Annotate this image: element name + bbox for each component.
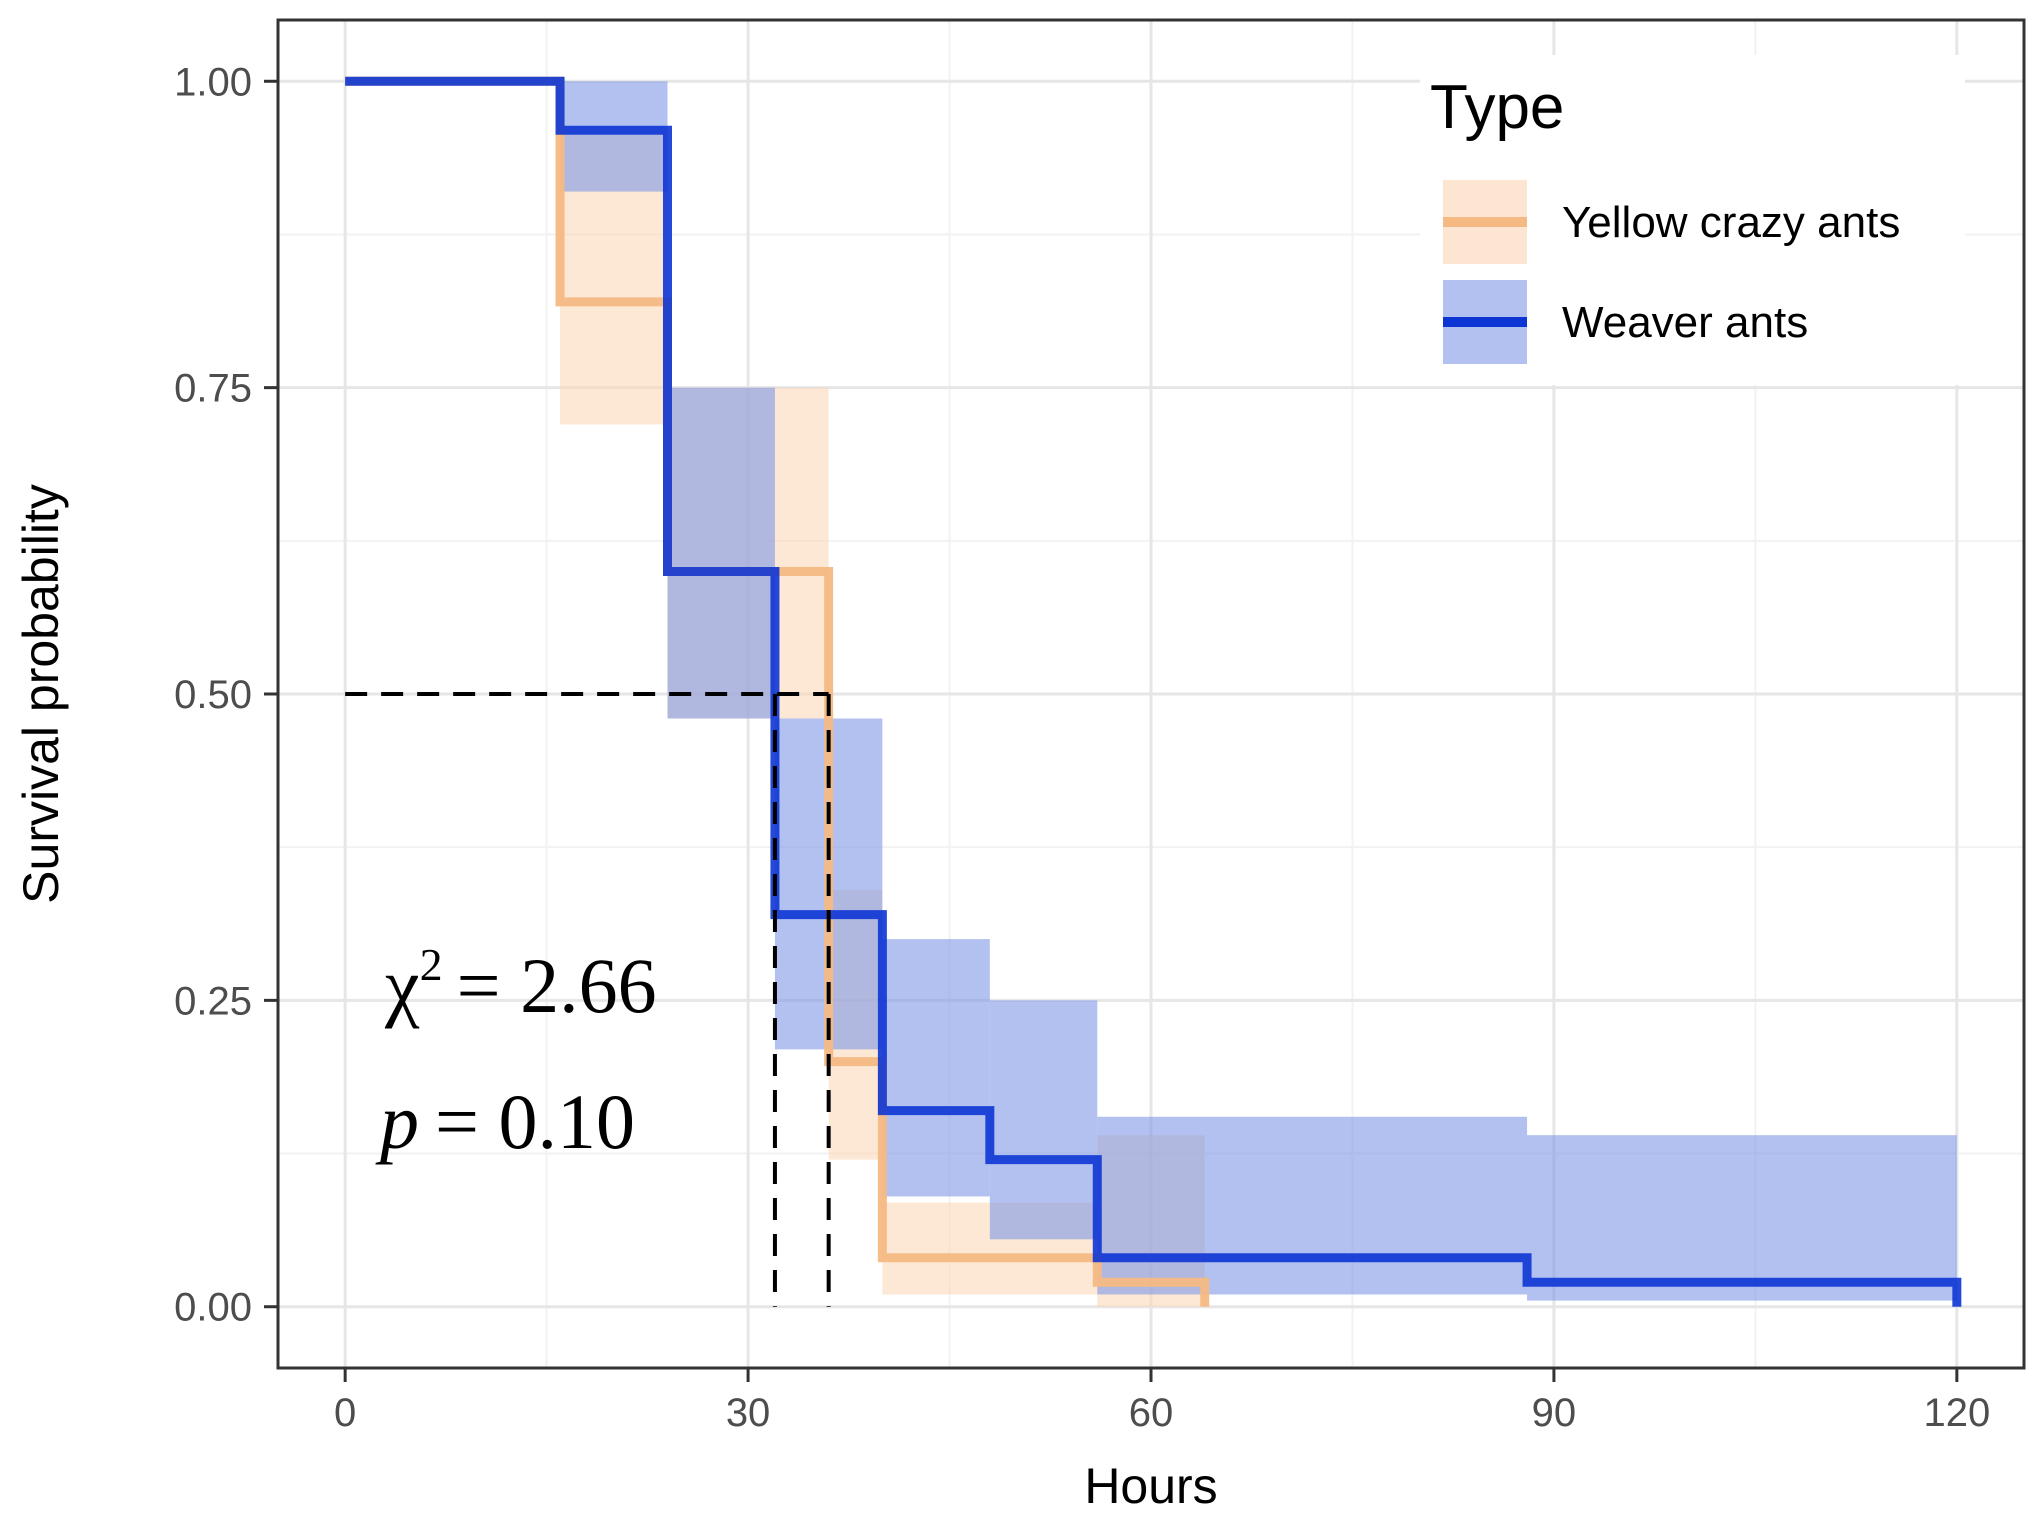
confidence-band-weaver-ants	[667, 387, 775, 719]
x-tick-label: 120	[1923, 1391, 1990, 1435]
p-symbol: p	[375, 1078, 419, 1165]
y-tick-label: 1.00	[174, 60, 252, 104]
legend-label-weaver: Weaver ants	[1562, 298, 1808, 347]
confidence-bands	[560, 81, 1957, 1307]
y-tick-label: 0.50	[174, 673, 252, 717]
y-tick-label: 0.25	[174, 979, 252, 1023]
confidence-band-weaver-ants	[1097, 1116, 1528, 1295]
p-value: = 0.10	[435, 1078, 635, 1165]
confidence-band-weaver-ants	[882, 939, 990, 1197]
median-lines	[345, 692, 831, 1307]
legend-title: Type	[1430, 73, 1564, 142]
x-tick-label: 30	[726, 1391, 771, 1435]
chi-value: = 2.66	[457, 942, 657, 1029]
confidence-band-weaver-ants	[989, 1000, 1098, 1240]
confidence-band-weaver-ants	[560, 81, 668, 192]
chi-square-annotation: χ2 = 2.66	[384, 939, 657, 1029]
y-tick-label: 0.75	[174, 367, 252, 411]
p-value-annotation: p = 0.10	[375, 1078, 635, 1165]
y-tick-label: 0.00	[174, 1286, 252, 1330]
axes: 0 30 60 90 120 0.00 0.25 0.50 0.75 1.00	[174, 60, 1990, 1435]
y-axis-title: Survival probability	[13, 484, 69, 904]
chi-exponent: 2	[420, 939, 443, 990]
legend: Type Yellow crazy ants Weaver ants	[1420, 55, 1965, 385]
x-tick-label: 90	[1532, 1391, 1577, 1435]
survival-line-weaver-ants	[345, 76, 1962, 1307]
x-tick-label: 0	[334, 1391, 356, 1435]
confidence-band-weaver-ants	[1527, 1135, 1957, 1301]
x-tick-label: 60	[1129, 1391, 1174, 1435]
chi-symbol: χ	[384, 942, 420, 1029]
x-axis-title: Hours	[1084, 1458, 1217, 1514]
legend-label-yellow: Yellow crazy ants	[1562, 198, 1900, 247]
statistics-annotation: χ2 = 2.66 p = 0.10	[375, 939, 657, 1165]
